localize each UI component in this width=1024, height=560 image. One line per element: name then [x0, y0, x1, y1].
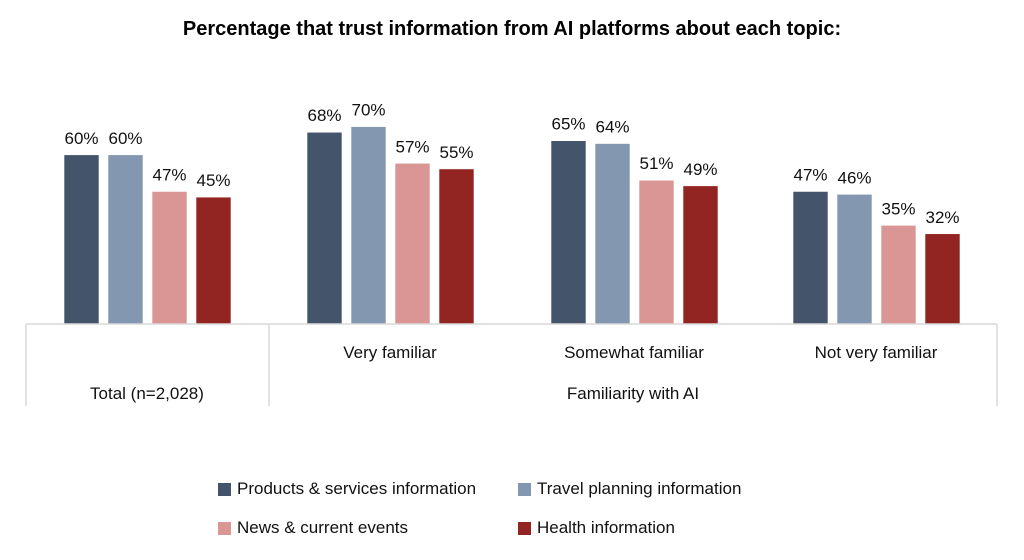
- bar: [550, 140, 587, 325]
- data-label: 60%: [108, 129, 142, 148]
- data-label: 65%: [551, 115, 585, 134]
- bar: [836, 193, 873, 325]
- data-labels-layer: 60% 60% 47% 45% 68% 70% 57% 55% 65% 64% 51% 49% 47% 4…: [64, 101, 959, 227]
- bar: [638, 179, 675, 325]
- category-label: Total (n=2,028): [90, 384, 204, 403]
- bar: [880, 225, 917, 325]
- bar: [151, 191, 188, 325]
- bar: [438, 168, 475, 325]
- legend-item: Travel planning information: [518, 479, 741, 499]
- data-label: 32%: [925, 208, 959, 227]
- data-label: 60%: [64, 129, 98, 148]
- legend-item: Health information: [518, 518, 675, 538]
- category-axis: [25, 323, 998, 406]
- category-labels: Total (n=2,028) Very familiar Somewhat fam…: [90, 343, 938, 403]
- data-label: 64%: [595, 118, 629, 137]
- legend-label: News & current events: [237, 518, 409, 537]
- legend-swatch: [218, 521, 231, 535]
- bar: [306, 131, 343, 325]
- legend-item: News & current events: [218, 518, 408, 538]
- bar: [195, 196, 232, 325]
- data-label: 68%: [307, 106, 341, 125]
- data-label: 47%: [793, 165, 827, 184]
- category-label: Not very familiar: [815, 343, 938, 362]
- legend-label: Health information: [537, 518, 675, 537]
- bar: [63, 154, 100, 325]
- data-label: 47%: [152, 165, 186, 184]
- bar: [350, 126, 387, 325]
- group-label-familiarity: Familiarity with AI: [567, 384, 699, 403]
- bar: [792, 191, 829, 325]
- chart-title: Percentage that trust information from A…: [182, 18, 842, 40]
- data-label: 49%: [683, 160, 717, 179]
- data-label: 70%: [351, 101, 385, 120]
- bar: [682, 185, 719, 325]
- category-label: Somewhat familiar: [564, 343, 704, 362]
- data-label: 35%: [881, 199, 915, 218]
- legend-swatch: [518, 521, 531, 535]
- legend-swatch: [218, 482, 231, 496]
- bars-layer: [63, 126, 961, 325]
- category-label: Very familiar: [343, 343, 437, 362]
- legend-label: Products & services information: [237, 479, 477, 498]
- data-label: 51%: [639, 154, 673, 173]
- data-label: 45%: [196, 171, 230, 190]
- bar: [394, 162, 431, 325]
- data-label: 46%: [837, 168, 871, 187]
- data-label: 55%: [439, 143, 473, 162]
- legend-swatch: [518, 482, 531, 496]
- legend-item: Products & services information: [218, 479, 476, 499]
- bar: [107, 154, 144, 325]
- bar: [594, 143, 631, 325]
- bar: [924, 233, 961, 325]
- data-label: 57%: [395, 137, 429, 156]
- legend-label: Travel planning information: [537, 479, 742, 498]
